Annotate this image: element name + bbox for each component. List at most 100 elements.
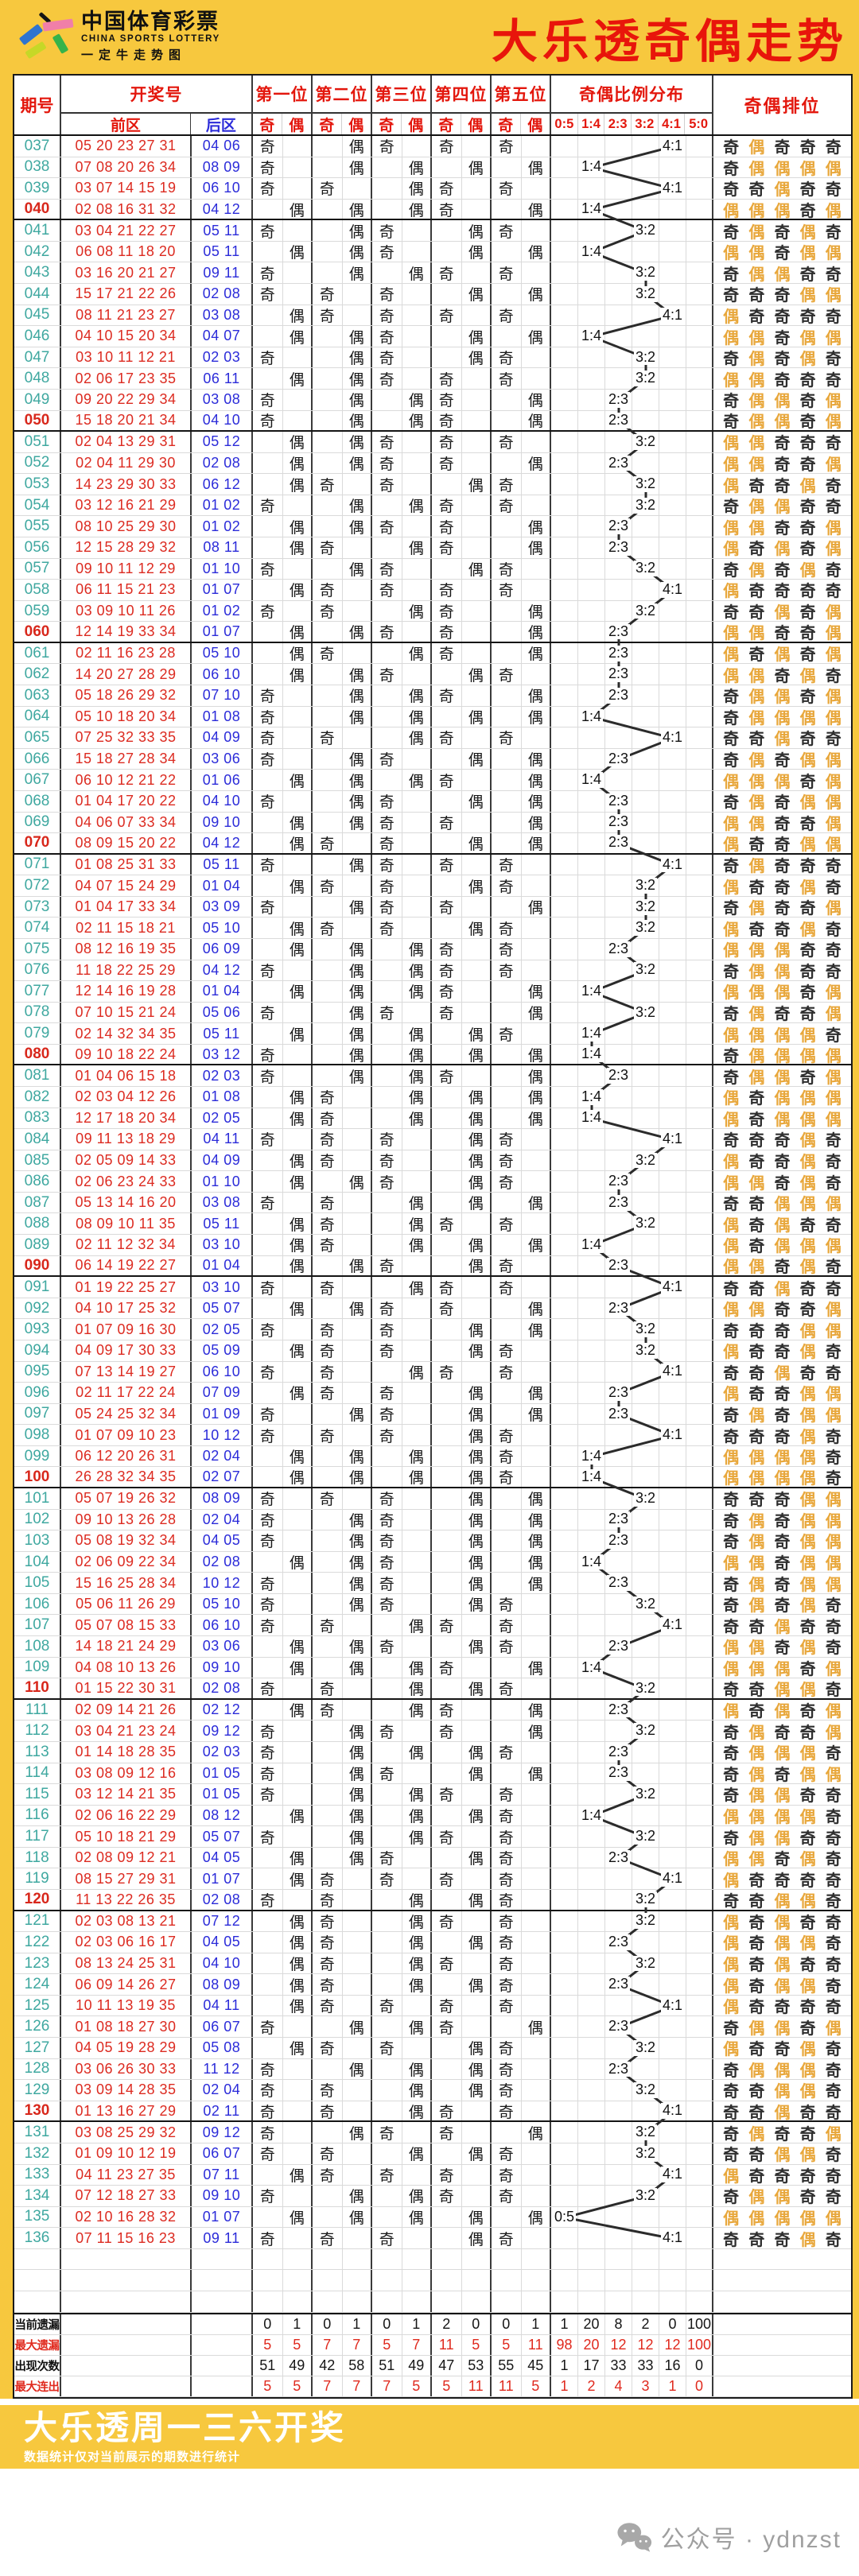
front-numbers: 01 08 18 27 30: [61, 2016, 192, 2038]
ratio-cell: 2:3: [605, 1847, 632, 1868]
parity-even-cell: [462, 600, 492, 622]
summary-value: 0: [686, 2355, 713, 2376]
parity-odd-cell: [313, 432, 343, 452]
summary-label: 最大遗漏: [14, 2334, 61, 2355]
table-row: 108 14 18 21 24 29 03 06 偶偶奇偶奇 2:3 偶偶奇偶奇: [14, 1636, 851, 1658]
parity-odd-cell: 奇: [432, 1699, 462, 1721]
back-numbers: 02 12: [192, 1699, 253, 1721]
rank-odd-char: 奇: [799, 2167, 816, 2186]
rank-odd-char: 奇: [774, 435, 791, 452]
ratio-cell: 2:3: [605, 1192, 632, 1213]
ratio-cell: [659, 389, 686, 410]
rank-even-char: 偶: [748, 1259, 765, 1276]
parity-odd-cell: [432, 1425, 462, 1445]
parity-even-cell: 偶: [343, 1657, 372, 1678]
parity-even-cell: 偶: [343, 1530, 372, 1551]
ratio-value: 3:2: [633, 1785, 658, 1802]
parity-even-cell: [462, 727, 492, 748]
parity-odd-cell: [253, 981, 283, 1002]
parity-even-cell: [283, 1129, 313, 1150]
back-numbers: 05 11: [192, 854, 253, 875]
rank-even-char: 偶: [748, 1302, 765, 1319]
rank-odd-char: 奇: [799, 541, 816, 558]
rank-even-char: 偶: [774, 1977, 791, 1995]
table-row: 出现次数 51 49 42 58 51 49 47 53 55 45 1 17 33 33 16 0: [14, 2355, 851, 2376]
back-numbers: 07 12: [192, 1911, 253, 1932]
parity-even-cell: 偶: [343, 981, 372, 1002]
parity-odd-cell: [372, 410, 402, 431]
parity-odd-cell: 奇: [432, 938, 462, 960]
ratio-cell: [632, 1277, 659, 1298]
parity-odd-cell: [253, 1699, 283, 1721]
parity-even-cell: 偶: [522, 1065, 551, 1087]
parity-odd-cell: [253, 1551, 283, 1573]
empty-cell: [605, 2248, 632, 2270]
ratio-cell: [686, 2206, 713, 2228]
ratio-cell: [551, 1298, 578, 1319]
ratio-cell: [632, 622, 659, 642]
parity-odd-cell: 奇: [253, 1488, 283, 1509]
summary-value: 1: [551, 2355, 578, 2376]
ratio-cell: [659, 2122, 686, 2143]
front-numbers: 03 08 25 29 32: [61, 2122, 192, 2143]
table-row: 065 07 25 32 33 35 04 09 奇奇偶奇奇 4:1 奇奇偶奇奇: [14, 727, 851, 749]
rank-even-char: 偶: [825, 689, 842, 706]
parity-odd-cell: 奇: [432, 2186, 462, 2206]
ratio-cell: [578, 833, 605, 853]
parity-even-cell: [283, 748, 313, 770]
rank-odd-char: 奇: [748, 1872, 765, 1889]
parity-odd-cell: 奇: [313, 580, 343, 600]
rank-odd-char: 奇: [799, 646, 816, 664]
ratio-cell: [632, 1551, 659, 1573]
parity-odd-cell: 奇: [253, 1277, 283, 1298]
parity-odd-cell: 奇: [492, 368, 522, 389]
parity-even-cell: 偶: [283, 1023, 313, 1044]
parity-odd-cell: 奇: [492, 1678, 522, 1698]
parity-even-cell: 偶: [522, 516, 551, 537]
ranking-cell: 偶偶奇偶奇: [713, 1256, 851, 1276]
back-numbers: 04 05: [192, 1847, 253, 1868]
rank-odd-char: 奇: [799, 456, 816, 474]
period-cell: 070: [14, 833, 61, 853]
table-row: 045 08 11 21 23 27 03 08 偶奇奇奇奇 4:1 偶奇奇奇奇: [14, 305, 851, 327]
rank-odd-char: 奇: [774, 857, 791, 875]
ratio-cell: [551, 1383, 578, 1403]
ratio-cell: [551, 410, 578, 431]
table-row: 057 09 10 11 12 29 01 10 奇偶奇偶奇 3:2 奇偶奇偶奇: [14, 558, 851, 580]
parity-odd-cell: 奇: [253, 1192, 283, 1213]
period-cell: 135: [14, 2206, 61, 2228]
rank-even-char: 偶: [748, 625, 765, 642]
parity-even-cell: [522, 1129, 551, 1150]
ratio-cell: 3:2: [632, 875, 659, 896]
empty-cell: [686, 2270, 713, 2291]
parity-even-cell: [462, 938, 492, 960]
ratio-value: 2:3: [606, 834, 631, 852]
period-cell: 081: [14, 1065, 61, 1087]
ratio-cell: [551, 1425, 578, 1445]
parity-even-cell: [283, 896, 313, 918]
ratio-cell: [632, 1065, 659, 1087]
ratio-cell: [605, 495, 632, 516]
period-cell: 136: [14, 2228, 61, 2248]
parity-odd-cell: 奇: [492, 918, 522, 938]
parity-odd-cell: 奇: [253, 960, 283, 981]
back-numbers: 04 05: [192, 1530, 253, 1551]
rank-even-char: 偶: [799, 2062, 816, 2080]
parity-even-cell: [283, 1488, 313, 1509]
rank-even-char: 偶: [748, 963, 765, 981]
ratio-cell: [578, 1129, 605, 1150]
rank-even-char: 偶: [723, 2041, 740, 2058]
parity-even-cell: 偶: [522, 389, 551, 410]
ratio-cell: [578, 2101, 605, 2121]
rank-odd-char: 奇: [825, 1977, 842, 1995]
parity-odd-cell: [313, 960, 343, 981]
ratio-cell: [686, 1868, 713, 1889]
parity-even-cell: [402, 220, 432, 241]
data-rows: 037 05 20 23 27 31 04 06 奇偶奇奇奇 4:1 奇偶奇奇奇 038 07…: [14, 136, 851, 2249]
rank-odd-char: 奇: [723, 1766, 740, 1784]
parity-odd-cell: 奇: [432, 1721, 462, 1741]
ratio-cell: [578, 790, 605, 812]
ratio-cell: 2:3: [605, 1065, 632, 1087]
ratio-cell: [686, 1425, 713, 1445]
back-numbers: 09 10: [192, 1657, 253, 1678]
